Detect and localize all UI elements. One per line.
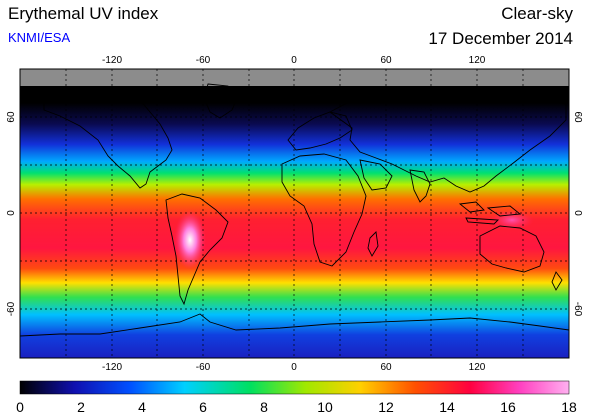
lat-tick-label: 0 — [6, 210, 17, 216]
andes-uv-maximum — [174, 210, 206, 270]
sky-condition-label: Clear-sky — [501, 4, 573, 23]
uv-field — [20, 69, 569, 358]
lon-tick-label: -60 — [196, 362, 211, 373]
colorbar-tick-label: 4 — [138, 399, 146, 415]
lat-ticks-left: 60 0 -60 — [6, 111, 17, 316]
lon-tick-label: 120 — [469, 55, 486, 66]
graticule — [20, 69, 569, 358]
lon-tick-label: 0 — [291, 362, 297, 373]
lat-tick-label: 60 — [572, 111, 583, 123]
colorbar-gradient — [19, 380, 570, 395]
lon-tick-label: 60 — [380, 362, 392, 373]
colorbar-tick-label: 16 — [500, 399, 516, 415]
lat-ticks-right: 60 0 -60 — [572, 111, 583, 316]
colorbar-labels: 0 2 4 6 8 10 12 14 16 18 — [16, 399, 577, 415]
colorbar-tick-label: 8 — [260, 399, 268, 415]
lon-tick-label: 0 — [291, 55, 297, 66]
colorbar-tick-label: 0 — [16, 399, 24, 415]
lon-tick-label: -60 — [196, 55, 211, 66]
map-frame — [19, 68, 570, 359]
colorbar-tick-label: 6 — [199, 399, 207, 415]
colorbar-tick-label: 14 — [439, 399, 455, 415]
lon-tick-label: -120 — [102, 362, 122, 373]
colorbar-tick-label: 12 — [378, 399, 394, 415]
colorbar-tick-label: 2 — [77, 399, 85, 415]
lon-ticks-top: -120 -60 0 60 120 — [102, 55, 486, 66]
lon-tick-label: 120 — [469, 362, 486, 373]
coastlines — [20, 83, 569, 337]
credit-label: KNMI/ESA — [8, 30, 71, 45]
lon-tick-label: -120 — [102, 55, 122, 66]
lat-tick-label: 60 — [6, 111, 17, 123]
colorbar-tick-label: 18 — [561, 399, 577, 415]
colorbar-tick-label: 10 — [317, 399, 333, 415]
lon-ticks-bottom: -120 -60 0 60 120 — [102, 362, 486, 373]
lat-tick-label: 0 — [572, 210, 583, 216]
lat-tick-label: -60 — [6, 301, 17, 316]
lat-tick-label: -60 — [572, 302, 583, 317]
lon-tick-label: 60 — [380, 55, 392, 66]
colorbar: 0 2 4 6 8 10 12 14 16 18 — [16, 380, 577, 415]
map-title: Erythemal UV index — [8, 4, 159, 23]
date-label: 17 December 2014 — [428, 29, 573, 48]
no-data-region — [20, 69, 569, 86]
